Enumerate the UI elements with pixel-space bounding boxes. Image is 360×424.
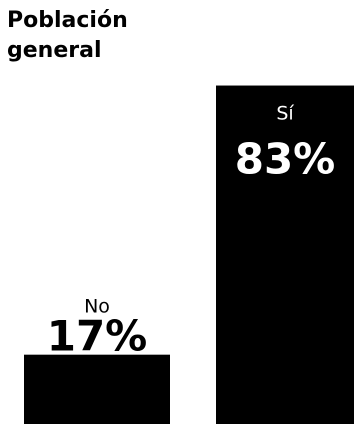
value-label-s: 83% bbox=[235, 135, 336, 184]
chart-title-line-1: Población bbox=[7, 8, 128, 33]
chart-title: Población general bbox=[7, 6, 128, 66]
bar-no bbox=[24, 354, 170, 424]
category-label-s: Sí bbox=[276, 103, 294, 125]
bar-s bbox=[216, 85, 354, 424]
category-label-no: No bbox=[84, 296, 110, 318]
value-label-no: 17% bbox=[47, 312, 148, 361]
chart-title-line-2: general bbox=[7, 38, 102, 63]
